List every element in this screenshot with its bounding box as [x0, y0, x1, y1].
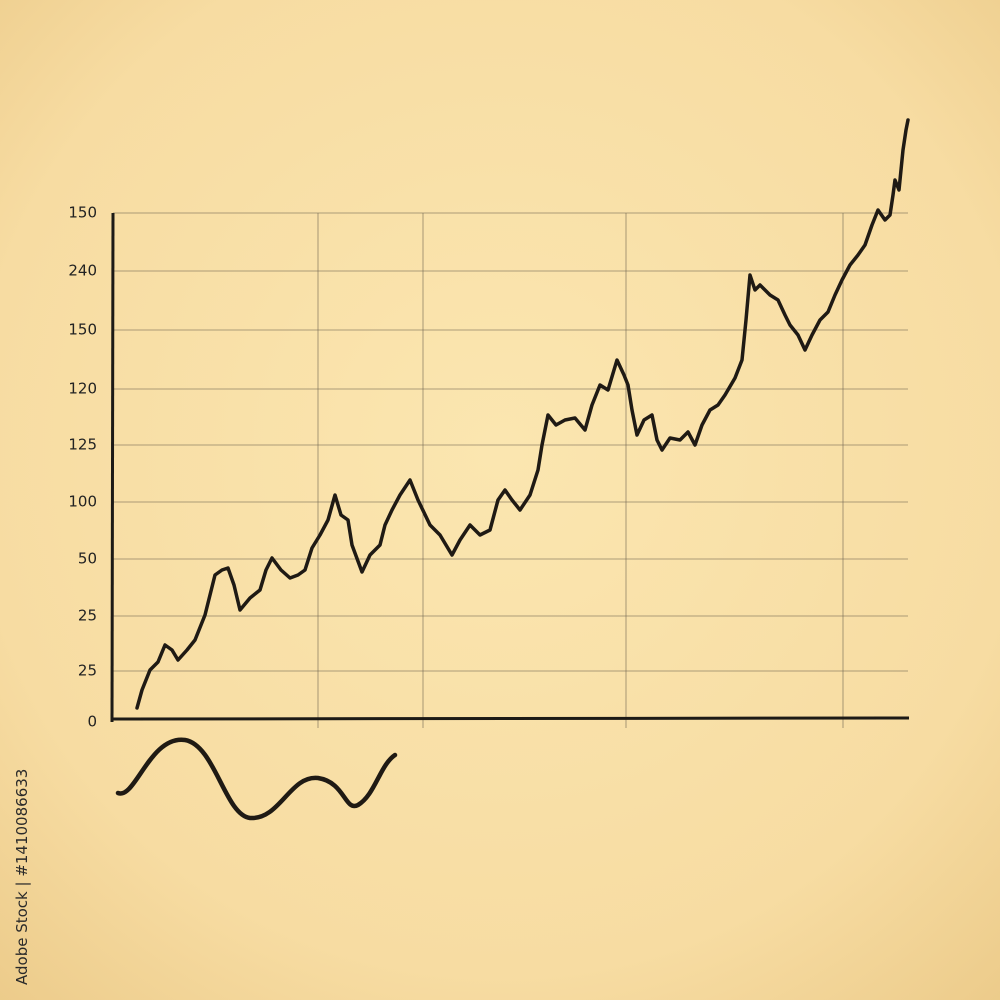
y-label: 125: [68, 436, 97, 454]
wave-doodle: [115, 737, 398, 821]
y-labels: 150 240 150 120 125 100 50 25 25 0: [68, 204, 97, 731]
y-label: 0: [87, 713, 97, 731]
y-label: 150: [68, 321, 97, 339]
y-label: 120: [68, 380, 97, 398]
y-label: 25: [78, 662, 97, 680]
watermark: Adobe Stock | #1410086633: [13, 769, 31, 985]
y-label: 25: [78, 607, 97, 625]
y-label: 50: [78, 550, 97, 568]
y-label: 240: [68, 262, 97, 280]
drawn-line: [135, 118, 910, 710]
grid: [113, 212, 908, 728]
x-axis: [110, 716, 910, 721]
y-axis: [110, 212, 115, 723]
y-label: 100: [68, 493, 97, 511]
y-label: 150: [68, 204, 97, 222]
